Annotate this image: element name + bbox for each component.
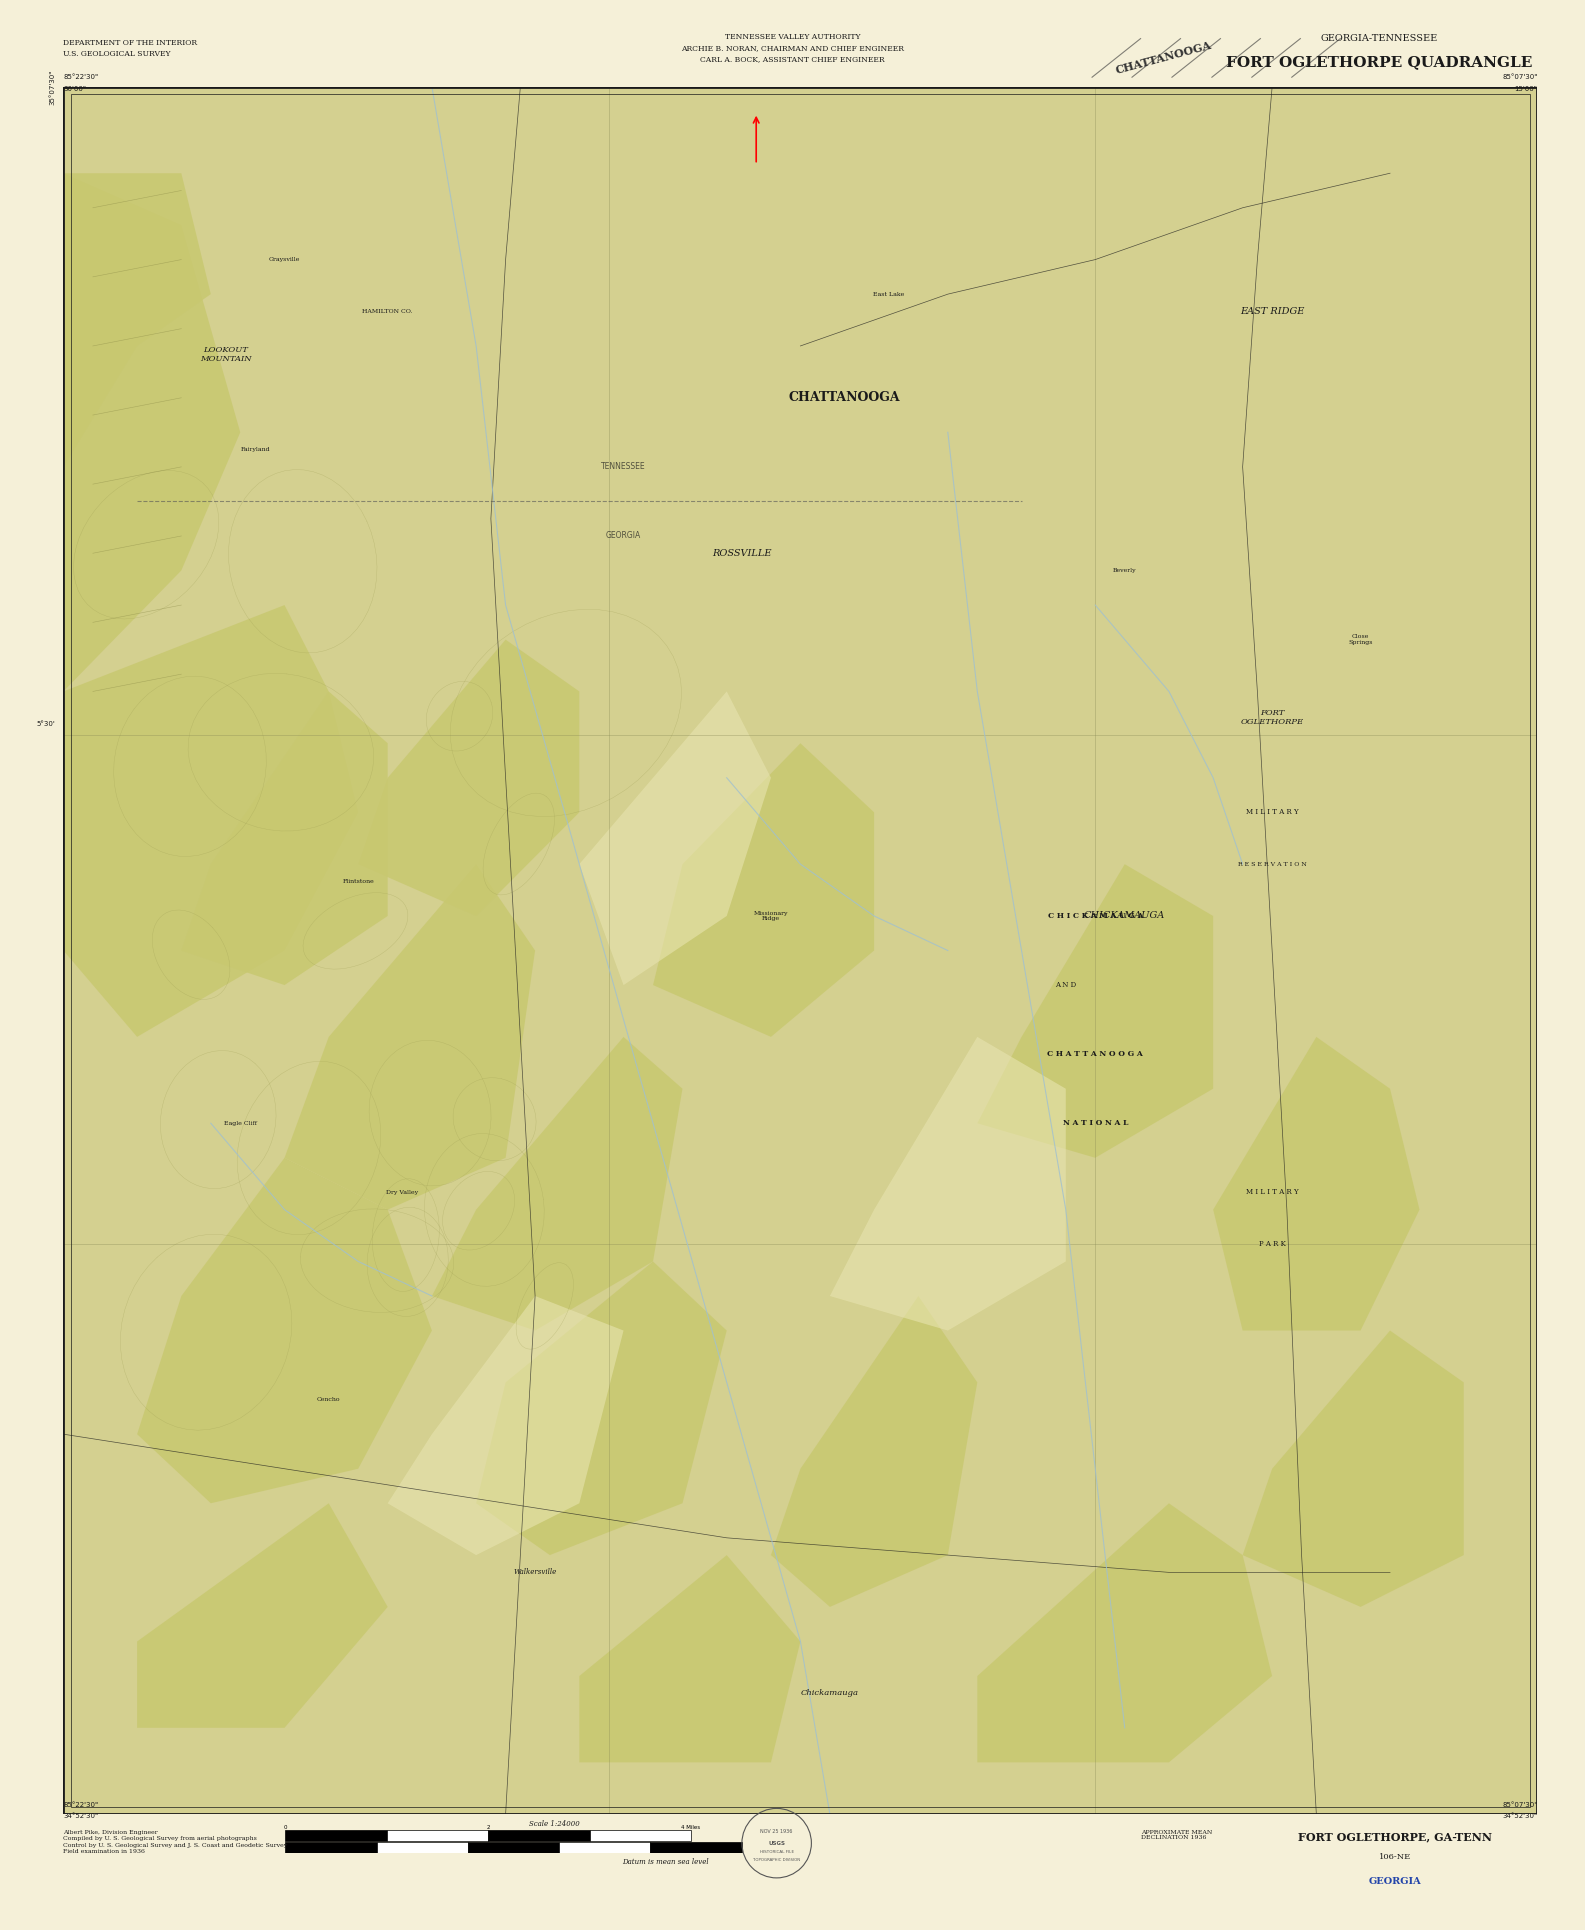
Text: HISTORICAL FILE: HISTORICAL FILE [759, 1851, 794, 1855]
Text: TENNESSEE: TENNESSEE [601, 463, 645, 471]
Bar [650, 1843, 742, 1853]
Polygon shape [63, 174, 211, 467]
Text: FORT OGLETHORPE QUADRANGLE: FORT OGLETHORPE QUADRANGLE [1225, 54, 1533, 69]
Polygon shape [1213, 1036, 1420, 1330]
Text: Fairyland: Fairyland [241, 448, 269, 452]
Bar [468, 1843, 560, 1853]
Text: East Lake: East Lake [873, 291, 905, 297]
Polygon shape [476, 1262, 726, 1556]
Text: Datum is mean sea level: Datum is mean sea level [623, 1859, 708, 1866]
Bar [560, 1843, 650, 1853]
Text: TENNESSEE VALLEY AUTHORITY
ARCHIE B. NORAN, CHAIRMAN AND CHIEF ENGINEER
CARL A. : TENNESSEE VALLEY AUTHORITY ARCHIE B. NOR… [682, 33, 903, 64]
Bar [590, 1830, 691, 1841]
Polygon shape [285, 865, 536, 1210]
Text: NOV 25 1936: NOV 25 1936 [761, 1830, 792, 1833]
Text: GEORGIA: GEORGIA [1368, 1878, 1422, 1886]
Text: Scale 1:24000: Scale 1:24000 [529, 1820, 580, 1828]
Text: M I L I T A R Y: M I L I T A R Y [1246, 809, 1298, 816]
Polygon shape [431, 1036, 683, 1330]
Text: 2: 2 [487, 1826, 490, 1830]
Text: Cencho: Cencho [317, 1397, 341, 1401]
Text: HAMILTON CO.: HAMILTON CO. [363, 309, 414, 315]
Text: TOPOGRAPHIC DIVISION: TOPOGRAPHIC DIVISION [753, 1859, 800, 1862]
Text: C H I C K A M A U G A: C H I C K A M A U G A [1048, 913, 1143, 921]
Text: APPROXIMATE MEAN
DECLINATION 1936: APPROXIMATE MEAN DECLINATION 1936 [1141, 1830, 1213, 1841]
Text: 34°52'30": 34°52'30" [1503, 1812, 1537, 1820]
Polygon shape [63, 606, 358, 1036]
Polygon shape [978, 865, 1213, 1158]
Text: DEPARTMENT OF THE INTERIOR
U.S. GEOLOGICAL SURVEY: DEPARTMENT OF THE INTERIOR U.S. GEOLOGIC… [63, 39, 198, 58]
Bar [387, 1830, 488, 1841]
Text: R E S E R V A T I O N: R E S E R V A T I O N [1238, 861, 1306, 867]
Text: 85°07'30": 85°07'30" [1503, 73, 1537, 81]
Text: CHATTANOOGA: CHATTANOOGA [1114, 41, 1213, 75]
Text: P A R K: P A R K [1258, 1241, 1285, 1249]
Text: Chickamauga: Chickamauga [800, 1689, 859, 1696]
Text: 30'00": 30'00" [63, 85, 87, 93]
Polygon shape [63, 174, 241, 691]
Text: FORT OGLETHORPE, GA-TENN: FORT OGLETHORPE, GA-TENN [1298, 1832, 1491, 1843]
Bar [285, 1830, 387, 1841]
Text: Close
Springs: Close Springs [1349, 635, 1373, 645]
Text: 15'00": 15'00" [1515, 85, 1537, 93]
Text: CHATTANOOGA: CHATTANOOGA [789, 392, 900, 403]
Text: Walkersville: Walkersville [514, 1569, 556, 1577]
Text: 4 Miles: 4 Miles [682, 1826, 701, 1830]
Text: Beverly: Beverly [1113, 567, 1136, 573]
Polygon shape [978, 1503, 1273, 1762]
Text: Missionary
Ridge: Missionary Ridge [754, 911, 788, 921]
Text: Graysville: Graysville [269, 257, 300, 262]
Text: 35°07'30": 35°07'30" [49, 69, 55, 104]
Text: CHICKAMAUGA: CHICKAMAUGA [1084, 911, 1165, 921]
Polygon shape [770, 1297, 978, 1608]
Text: GEORGIA-TENNESSEE: GEORGIA-TENNESSEE [1320, 35, 1438, 42]
Text: N A T I O N A L: N A T I O N A L [1062, 1119, 1129, 1127]
Text: 106-NE: 106-NE [1379, 1853, 1411, 1861]
Text: USGS: USGS [769, 1841, 785, 1845]
Text: 85°07'30": 85°07'30" [1503, 1801, 1537, 1808]
Bar [285, 1843, 377, 1853]
Polygon shape [579, 691, 770, 984]
Text: M I L I T A R Y: M I L I T A R Y [1246, 1189, 1298, 1197]
Bar [377, 1843, 468, 1853]
Bar [488, 1830, 590, 1841]
Text: Albert Pike, Division Engineer
Compiled by U. S. Geological Survey from aerial p: Albert Pike, Division Engineer Compiled … [63, 1830, 287, 1855]
Text: LOOKOUT
MOUNTAIN: LOOKOUT MOUNTAIN [200, 345, 252, 363]
Text: A N D: A N D [1056, 980, 1076, 988]
Polygon shape [138, 1503, 388, 1727]
Polygon shape [358, 639, 579, 917]
Polygon shape [181, 691, 388, 984]
Polygon shape [831, 1036, 1065, 1330]
Text: GEORGIA: GEORGIA [605, 531, 642, 540]
Text: Flintstone: Flintstone [342, 878, 374, 884]
Polygon shape [138, 1158, 431, 1503]
Polygon shape [1243, 1330, 1465, 1608]
Text: C H A T T A N O O G A: C H A T T A N O O G A [1048, 1050, 1143, 1058]
Text: FORT
OGLETHORPE: FORT OGLETHORPE [1241, 708, 1304, 726]
Text: 5°30': 5°30' [36, 720, 55, 728]
Polygon shape [653, 743, 875, 1036]
Polygon shape [388, 1297, 623, 1556]
Text: ROSSVILLE: ROSSVILLE [712, 548, 772, 558]
Text: EAST RIDGE: EAST RIDGE [1239, 307, 1304, 317]
Text: Dry Valley: Dry Valley [387, 1191, 418, 1195]
Text: 85°22'30": 85°22'30" [63, 73, 98, 81]
Text: 34°52'30": 34°52'30" [63, 1812, 98, 1820]
Text: 0: 0 [284, 1826, 287, 1830]
Text: Eagle Cliff: Eagle Cliff [223, 1121, 257, 1125]
Polygon shape [579, 1556, 800, 1762]
Text: 85°22'30": 85°22'30" [63, 1801, 98, 1808]
